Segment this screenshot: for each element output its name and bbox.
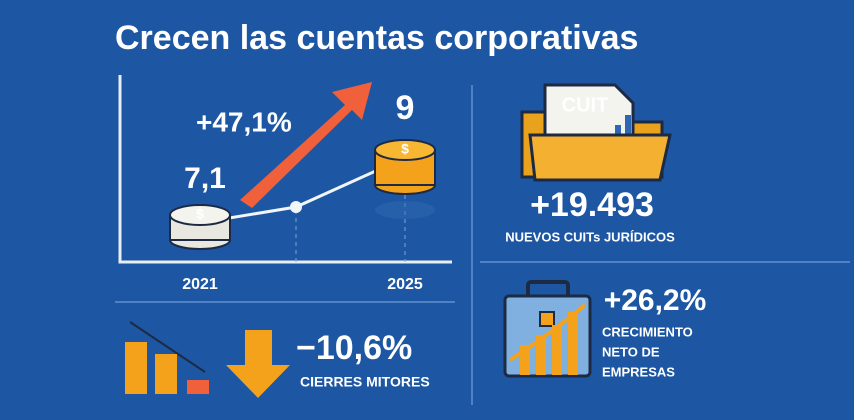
end-value: 9 [396,89,415,127]
closures-label: CIERRES MITORES [300,374,430,390]
svg-text:$: $ [401,141,409,157]
growth-change: +47,1% [196,106,292,137]
end-year: 2025 [387,276,423,293]
dividers [115,85,850,405]
cuit-label: NUEVOS CUITs JURÍDICOS [505,229,675,244]
closures-value: −10,6% [296,329,412,367]
svg-text:$: $ [196,206,204,222]
companies-value: +26,2% [604,284,707,317]
growth-chart: $ $ +47,1% 7,1 9 2021 2025 [118,75,452,293]
companies-label-line: CRECIMIENTO [602,324,693,339]
cuit-value: +19.493 [530,186,654,224]
title: Crecen las cuentas corporativas [115,19,638,57]
cuit-icon-label: CUIT [562,94,609,116]
start-year: 2021 [182,276,218,293]
companies-label-line: EMPRESAS [602,364,675,379]
closures-icon [125,321,290,398]
companies-label-line: NETO DE [602,344,660,359]
cuit-icon: CUIT [520,83,672,182]
start-value: 7,1 [184,162,226,195]
briefcase-icon [503,280,592,378]
